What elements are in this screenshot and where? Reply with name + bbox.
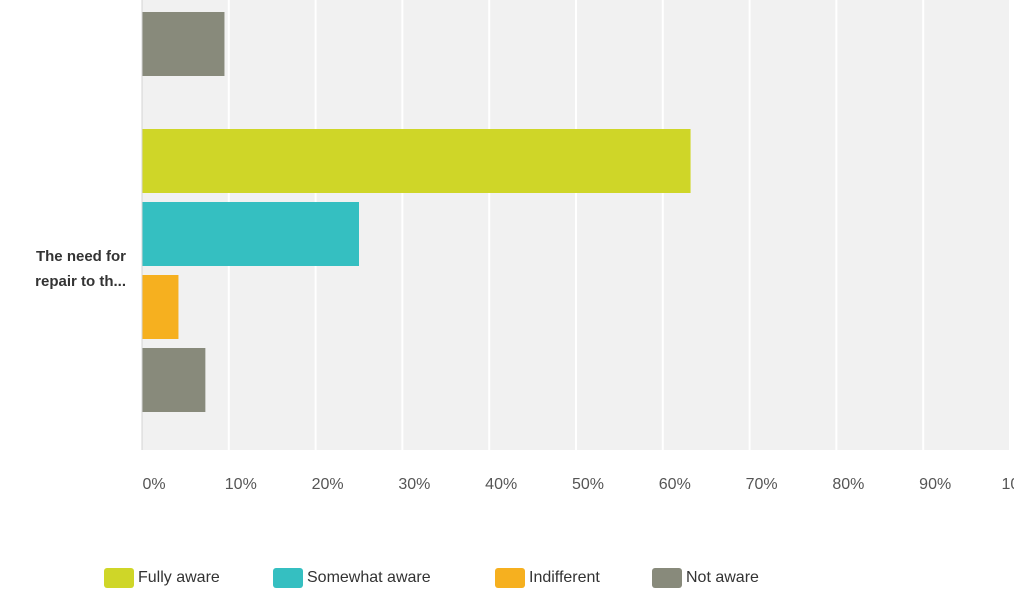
category-label: The need for repair to th... <box>0 244 126 294</box>
x-tick-label: 70% <box>746 476 778 493</box>
category-label-line-1: The need for <box>35 248 126 265</box>
bar-indifferent <box>142 275 179 339</box>
legend-item-fully-aware: Fully aware <box>104 566 220 590</box>
legend-label-fully-aware: Fully aware <box>138 569 220 586</box>
legend-swatch-somewhat-aware <box>273 568 303 588</box>
bar-fully-aware <box>142 129 691 193</box>
legend-swatch-fully-aware <box>104 568 134 588</box>
bar-not-aware <box>142 12 225 76</box>
x-tick-label: 80% <box>832 476 864 493</box>
x-tick-label: 50% <box>572 476 604 493</box>
x-tick-label: 90% <box>919 476 951 493</box>
bar-not-aware <box>142 348 206 412</box>
legend-label-somewhat-aware: Somewhat aware <box>307 569 431 586</box>
legend-swatch-indifferent <box>495 568 525 588</box>
x-tick-label: 0% <box>142 476 165 493</box>
category-label-line-2: repair to th... <box>35 273 126 290</box>
x-tick-label: 10% <box>225 476 257 493</box>
bars <box>142 12 691 412</box>
x-tick-label: 40% <box>485 476 517 493</box>
legend-item-not-aware: Not aware <box>652 566 759 590</box>
legend-swatch-not-aware <box>652 568 682 588</box>
legend-item-somewhat-aware: Somewhat aware <box>273 566 431 590</box>
legend-label-not-aware: Not aware <box>686 569 759 586</box>
x-tick-label: 100% <box>1002 476 1014 493</box>
x-tick-label: 60% <box>659 476 691 493</box>
legend-item-indifferent: Indifferent <box>495 566 600 590</box>
legend-label-indifferent: Indifferent <box>529 569 600 586</box>
x-tick-labels: 0% 10% 20% 30% 40% 50% 60% 70% 80% 90% 100% <box>142 476 1014 493</box>
x-tick-label: 30% <box>398 476 430 493</box>
bar-somewhat-aware <box>142 202 359 266</box>
legend: Fully aware Somewhat aware Indifferent N… <box>0 566 1014 590</box>
x-tick-label: 20% <box>312 476 344 493</box>
